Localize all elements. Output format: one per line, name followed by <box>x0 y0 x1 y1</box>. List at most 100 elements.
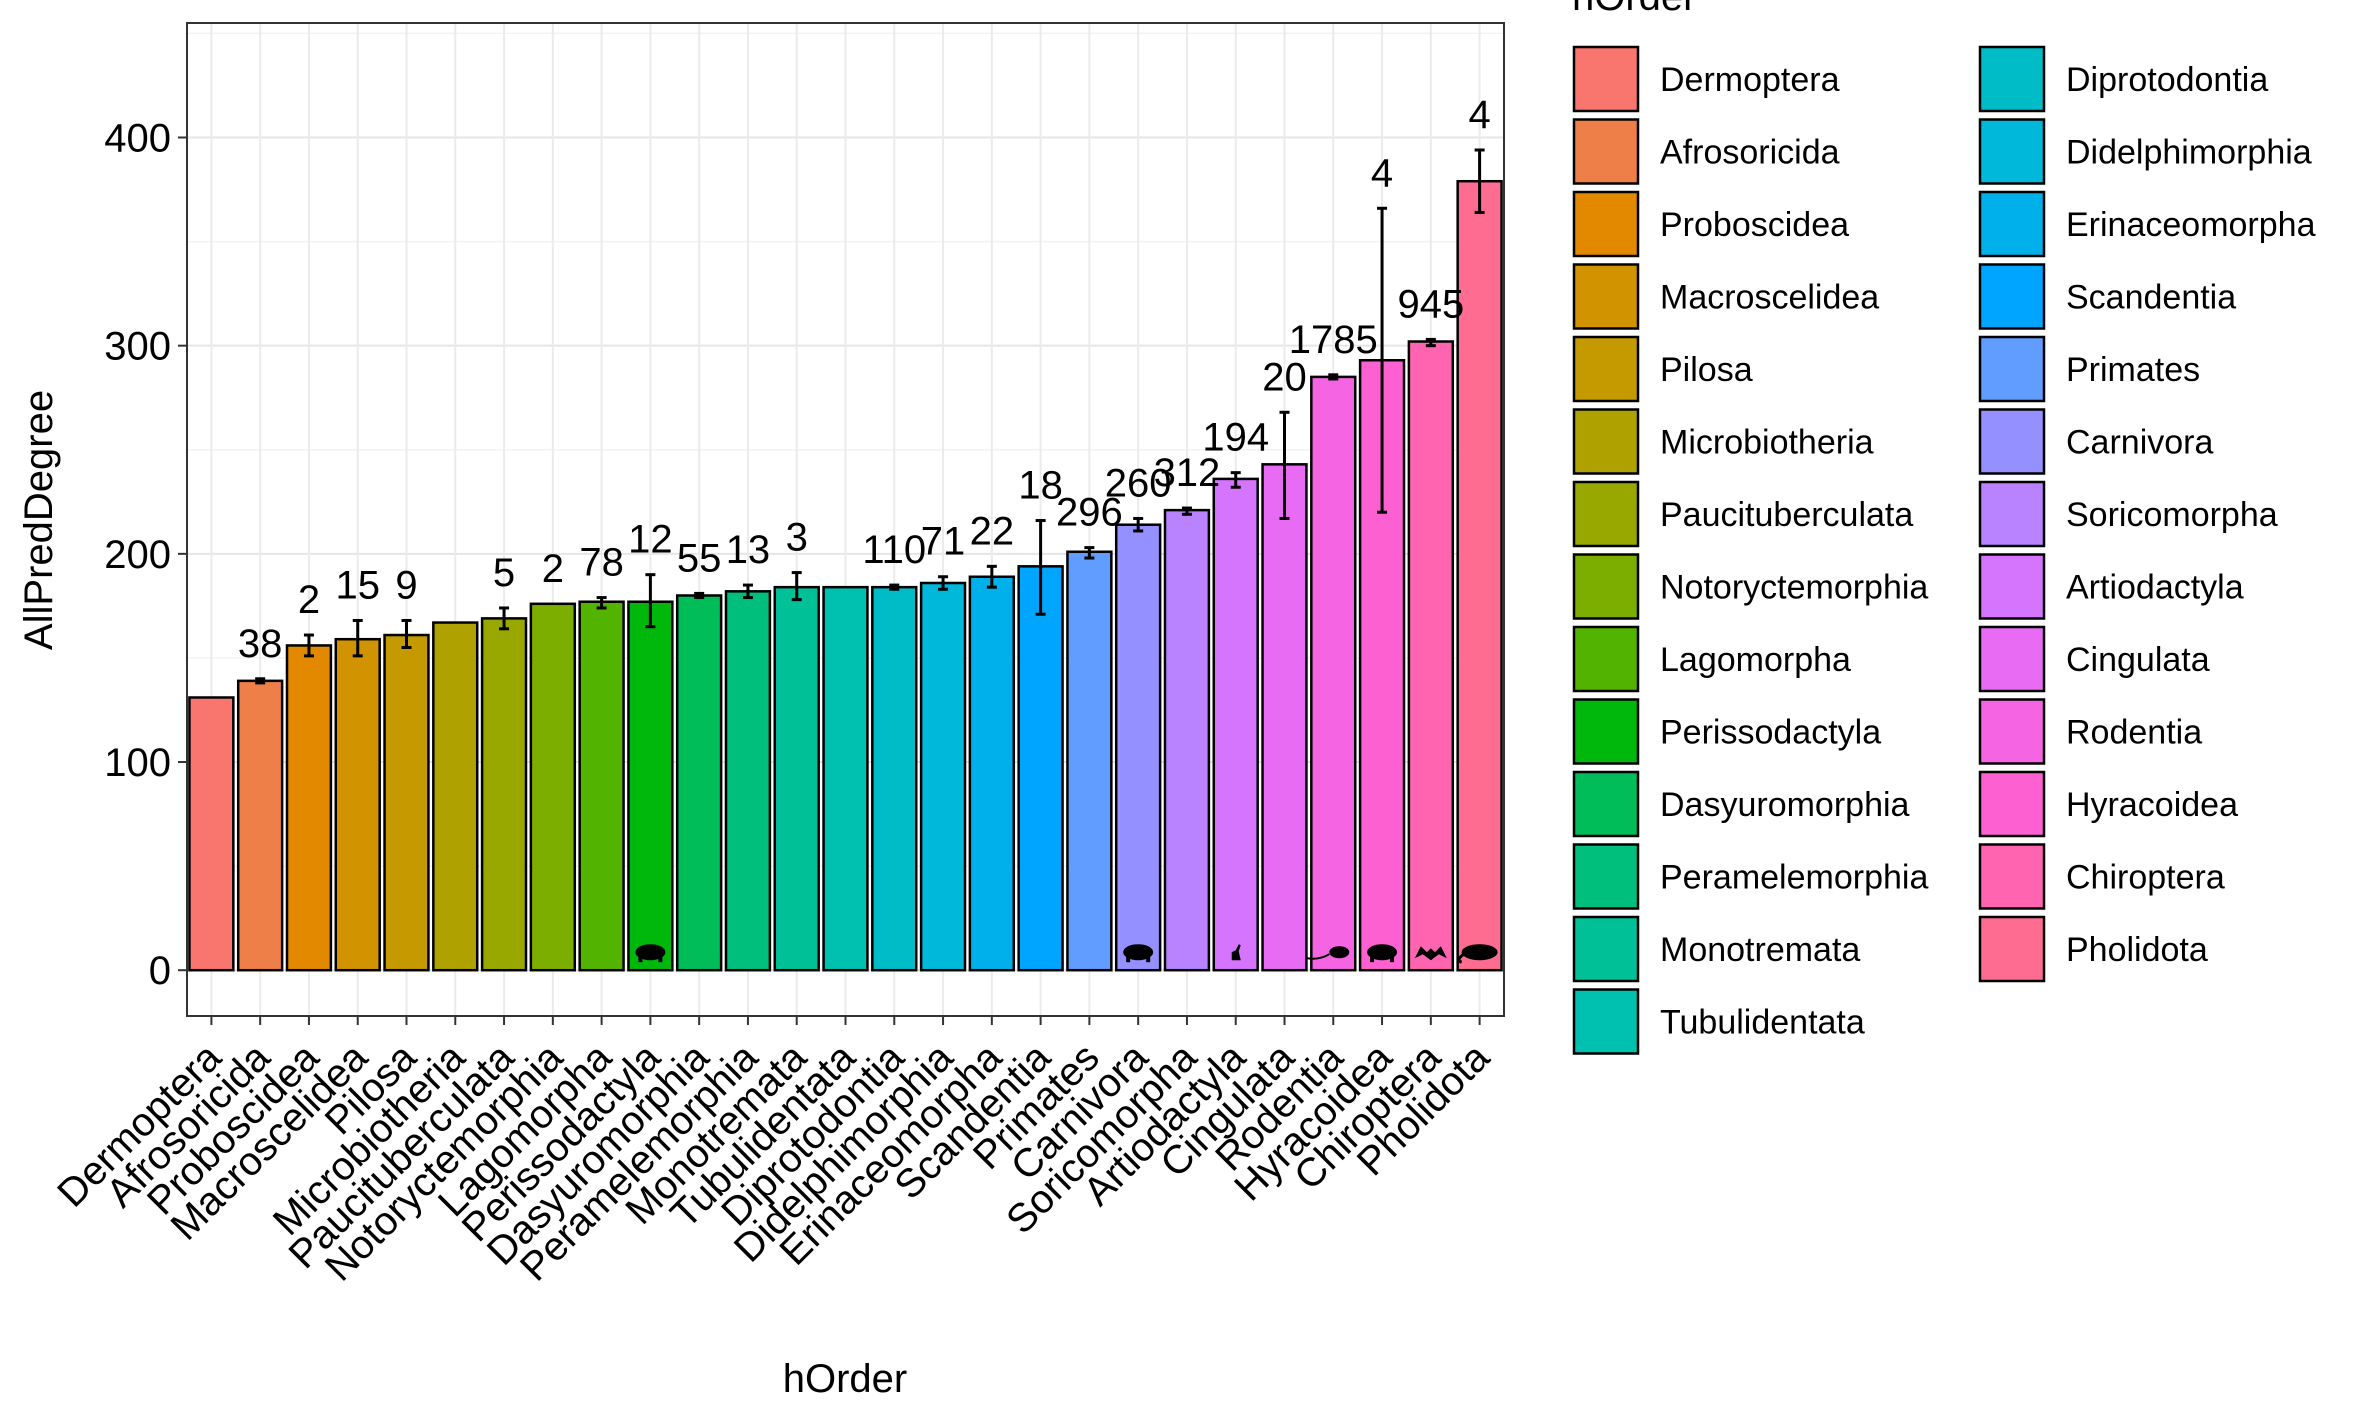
deer-silhouette-icon <box>1231 944 1241 961</box>
legend-label: Primates <box>2066 351 2200 389</box>
bar-count-label: 12 <box>628 518 673 562</box>
bar-count-label: 5 <box>493 551 515 595</box>
bar-count-label: 194 <box>1202 416 1269 460</box>
legend-key <box>1978 625 2046 693</box>
bar-afrosoricida <box>236 679 284 972</box>
legend-key <box>1572 408 1640 475</box>
legend-item: Artiodactyla <box>1978 553 2244 620</box>
bar-count-label: 945 <box>1397 282 1464 326</box>
error-bar <box>742 583 753 600</box>
legend-key <box>1572 770 1640 838</box>
bar-dermoptera <box>188 696 235 972</box>
error-bar <box>255 677 266 685</box>
bar-proboscidea <box>285 644 333 972</box>
legend-item: Didelphimorphia <box>1978 118 2312 185</box>
bar-count-label: 4 <box>1468 93 1490 137</box>
legend-label: Pilosa <box>1660 351 1753 389</box>
bar-dasyuromorphia <box>675 594 723 972</box>
bar-count-label: 110 <box>862 528 926 572</box>
bar-count-label: 20 <box>1262 355 1307 399</box>
bar-cingulata <box>1261 463 1308 972</box>
legend: Dermoptera Afrosoricida Proboscidea Macrosc… <box>1572 45 2316 1055</box>
bar-peramelemorphia <box>724 590 772 972</box>
bar-perissodactyla <box>627 600 674 972</box>
bar-count-label: 1785 <box>1289 318 1378 362</box>
legend-item: Pilosa <box>1572 335 1753 403</box>
legend-label: Macroscelidea <box>1660 279 1879 317</box>
pangolin-silhouette-icon <box>1457 944 1498 964</box>
bar-erinaceomorpha <box>968 575 1016 972</box>
legend-label: Notoryctemorphia <box>1660 569 1928 607</box>
legend-label: Soricomorpha <box>2066 496 2278 534</box>
bar-scandentia <box>1017 565 1064 972</box>
error-bar <box>1133 516 1144 533</box>
legend-key <box>1978 770 2046 838</box>
y-axis-title: AllPredDegree <box>17 390 61 650</box>
error-bar <box>1035 519 1046 616</box>
bars-layer <box>188 179 1503 972</box>
legend-label: Chiroptera <box>2066 859 2225 897</box>
bar-count-label: 9 <box>395 563 417 607</box>
x-axis-title: hOrder <box>783 1357 908 1401</box>
legend-label: Hyracoidea <box>2066 786 2238 824</box>
error-bar <box>401 618 412 650</box>
legend-key <box>1978 480 2046 548</box>
bar-rodentia <box>1310 375 1357 972</box>
legend-label: Peramelemorphia <box>1660 859 1928 897</box>
bar-artiodactyla <box>1212 477 1259 972</box>
legend-label: Afrosoricida <box>1660 134 1840 172</box>
rodent-silhouette-icon <box>1307 946 1350 960</box>
legend-key <box>1572 263 1640 330</box>
legend-item: Diprotodontia <box>1978 45 2268 113</box>
legend-item: Scandentia <box>1978 263 2236 330</box>
legend-item: Proboscidea <box>1572 190 1849 258</box>
bar-tubulidentata <box>822 585 869 972</box>
bar-count-label: 55 <box>677 536 722 580</box>
bar-count-label: 78 <box>579 541 624 585</box>
legend-key <box>1978 263 2046 330</box>
legend-key <box>1978 118 2046 185</box>
error-bar <box>1474 148 1485 214</box>
legend-key <box>1978 843 2046 910</box>
bat-silhouette-icon <box>1414 946 1447 961</box>
legend-label: Perissodactyla <box>1660 714 1881 752</box>
legend-item: Peramelemorphia <box>1572 843 1928 910</box>
bar-diprotodontia <box>871 585 918 972</box>
x-axis: DermopteraAfrosoricidaProboscideaMacrosc… <box>49 1016 1499 1290</box>
legend-item: Paucituberculata <box>1572 480 1913 548</box>
bar-count-label: 71 <box>921 520 966 564</box>
canid-silhouette-icon <box>1123 944 1154 963</box>
legend-key <box>1572 45 1640 113</box>
error-bar <box>352 618 363 658</box>
y-tick-label: 0 <box>149 949 171 993</box>
legend-key <box>1572 915 1640 983</box>
legend-label: Tubulidentata <box>1660 1004 1865 1042</box>
bar-pilosa <box>383 633 430 972</box>
legend-item: Dermoptera <box>1572 45 1840 113</box>
bar-primates <box>1066 550 1113 972</box>
legend-item: Afrosoricida <box>1572 118 1840 185</box>
legend-key <box>1978 553 2046 620</box>
legend-key <box>1572 988 1640 1055</box>
legend-item: Notoryctemorphia <box>1572 553 1928 620</box>
legend-item: Chiroptera <box>1978 843 2225 910</box>
error-bar <box>499 606 510 631</box>
legend-key <box>1978 698 2046 765</box>
bar-count-label: 4 <box>1371 151 1393 195</box>
error-bar <box>1328 373 1339 381</box>
legend-item: Monotremata <box>1572 915 1860 983</box>
bar-carnivora <box>1114 523 1162 972</box>
bar-count-label: 13 <box>726 528 771 572</box>
legend-label: Scandentia <box>2066 279 2236 317</box>
error-bar <box>791 571 802 602</box>
legend-item: Microbiotheria <box>1572 408 1874 475</box>
legend-key <box>1572 480 1640 548</box>
error-bar <box>596 596 607 610</box>
y-tick-label: 100 <box>104 741 171 785</box>
error-bar <box>986 564 997 589</box>
legend-item: Hyracoidea <box>1978 770 2238 838</box>
legend-item: Lagomorpha <box>1572 625 1851 693</box>
bar-count-label: 2 <box>542 547 564 591</box>
legend-item: Pholidota <box>1978 915 2208 983</box>
